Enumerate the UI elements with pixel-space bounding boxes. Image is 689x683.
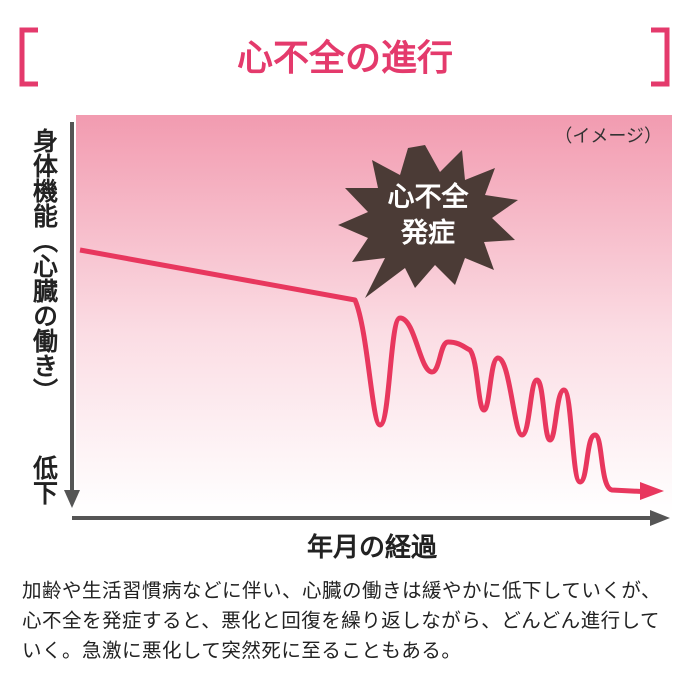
y-axis-end: 低下 [30, 455, 60, 505]
curve-arrow [640, 482, 664, 500]
x-arrow [650, 510, 670, 526]
y-arrow [64, 490, 80, 508]
note: （イメージ） [554, 126, 662, 147]
bracket-right [651, 27, 670, 87]
chart-background [76, 115, 672, 513]
progress-curve [79, 247, 653, 495]
x-axis-label: 年月の経過 [307, 532, 438, 563]
event-burst [338, 145, 518, 298]
title: 心不全の進行 [237, 37, 453, 79]
caption: 加齢や生活習慣病などに伴い、心臓の働きは緩やかに低下していくが、心不全を発症する… [22, 579, 662, 662]
bracket-left [19, 27, 38, 87]
y-axis-label: 身体機能（心臓の働き） [30, 127, 60, 403]
event-label: 心不全 [388, 181, 470, 213]
event-label: 発症 [400, 218, 455, 249]
